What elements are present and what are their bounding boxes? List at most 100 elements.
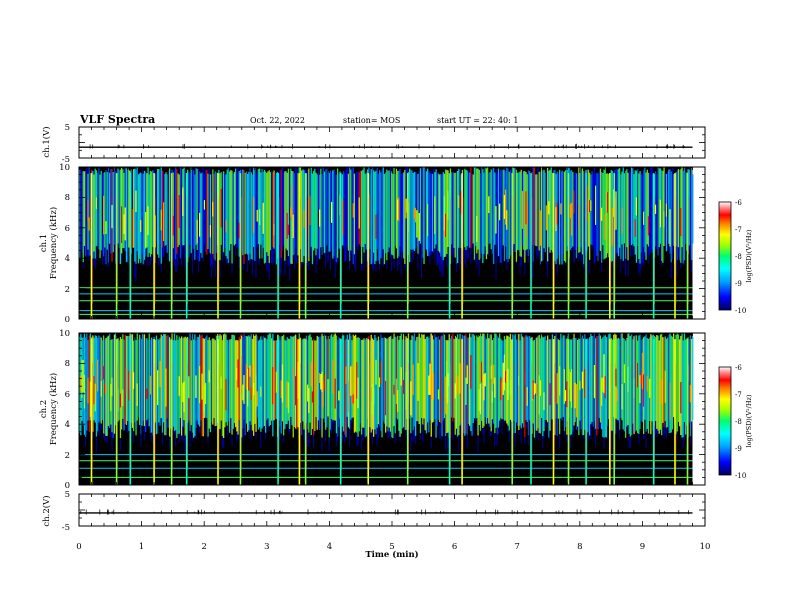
spectrogram-fringe (327, 260, 329, 264)
spectrogram-fringe (83, 246, 85, 249)
spectrogram-fringe (421, 262, 423, 278)
spectrogram-column (472, 334, 474, 423)
spectrogram-column (115, 333, 117, 426)
spectrogram-fringe (527, 435, 529, 446)
spectrogram-hotspot (503, 354, 506, 391)
spectrogram-hotspot (178, 195, 180, 228)
spectrogram-column (145, 338, 147, 433)
spectrogram-fringe (551, 252, 553, 269)
spectrogram-hotspot (493, 364, 495, 384)
spectrogram-column (268, 170, 270, 263)
spectrogram-column (226, 169, 228, 259)
ch1-spectrogram-ticks (78, 166, 706, 320)
spectrogram-column (497, 168, 500, 257)
spectrogram-fringe (501, 419, 503, 434)
ch1-spectrogram-image (79, 167, 705, 319)
spectrogram-hotspot (242, 384, 244, 401)
spectrogram-column (256, 171, 258, 245)
spectrogram-column (491, 167, 494, 254)
spectrogram-fringe (85, 436, 87, 447)
spectrogram-column (242, 169, 244, 256)
spectrogram-hotspot (604, 376, 606, 399)
spectrogram-column (501, 169, 503, 250)
spectrogram-column (692, 174, 694, 244)
spectrogram-fringe (643, 247, 645, 265)
spectrogram-column (416, 173, 418, 246)
spectrogram-hotspot (639, 375, 641, 403)
cb2-tick-minus8: -8 (735, 418, 742, 426)
spectrogram-hotspot (532, 380, 534, 400)
spectrogram-hotspot (507, 368, 509, 400)
spectrogram-column (565, 339, 567, 428)
spectrogram-fringe (391, 254, 393, 271)
spectrogram-hotspot (247, 368, 249, 407)
spectrogram-column (302, 339, 304, 422)
spectrogram-column (271, 170, 273, 263)
spectrogram-column (665, 338, 668, 428)
spectrogram-column (344, 173, 346, 262)
spectrogram-fringe (179, 418, 181, 430)
spectrogram-fringe (313, 435, 315, 449)
spectrogram-column (317, 336, 320, 421)
spectrogram-column (88, 335, 90, 432)
spectrogram-column (285, 340, 287, 425)
spectrogram-column (374, 334, 376, 430)
spectrogram-column (89, 333, 92, 421)
spectrogram-fringe (579, 420, 581, 430)
spectrogram-hotspot (121, 206, 123, 244)
spectrogram-fringe (249, 253, 251, 265)
spectrogram-fringe (285, 424, 287, 425)
spectrogram-column (335, 335, 338, 434)
spectrogram-hotspot (539, 210, 542, 246)
spectrogram-column (230, 170, 232, 245)
spectrogram-hotspot (287, 224, 290, 235)
spectrogram-column (435, 169, 437, 245)
spectrogram-column (428, 170, 430, 257)
spectrogram-fringe (661, 261, 663, 267)
spectrogram-column (224, 173, 226, 249)
spectrogram-fringe (82, 262, 84, 269)
spectrogram-column (430, 171, 432, 255)
spectrogram-fringe (490, 431, 492, 436)
spectrogram-column (292, 171, 294, 256)
spectrogram-column (589, 337, 591, 436)
spectrogram-column (193, 339, 195, 438)
spectrogram-fringe (227, 263, 229, 264)
spectrogram-fringe (221, 436, 223, 448)
spectrogram-column (517, 334, 519, 427)
spectrogram-column (661, 170, 663, 262)
spectrogram-column (213, 338, 215, 418)
ch1-freq-tick-labels: 0 2 4 6 8 10 (59, 163, 70, 325)
spectrogram-column (437, 173, 440, 251)
spectrogram-hotspot (483, 374, 485, 401)
spectrogram-column (395, 337, 398, 418)
spectrogram-column (622, 338, 624, 430)
spectrogram-fringe (363, 252, 365, 271)
spectrogram-column (677, 169, 680, 248)
spectrogram-column (279, 340, 281, 427)
spectrogram-column (475, 167, 477, 247)
spectrogram-hotspot (569, 372, 572, 402)
time-tick-10: 10 (700, 542, 711, 552)
spectrogram-column (149, 171, 152, 257)
spectrogram-column (215, 172, 218, 253)
spectrogram-column (598, 170, 600, 251)
spectrogram-column (124, 334, 126, 424)
spectrogram-column (250, 172, 252, 260)
spectrogram-hotspot (634, 219, 636, 237)
spectrogram-fringe (376, 427, 378, 446)
spectrogram-column (280, 169, 282, 258)
spectrogram-column (361, 339, 363, 435)
spectrogram-column (155, 335, 158, 435)
spectrogram-column (139, 334, 141, 425)
spectrogram-fringe (361, 434, 363, 450)
spectrogram-column (262, 335, 264, 427)
spectrogram-hotspot (159, 361, 161, 388)
spectrogram-fringe (610, 261, 612, 269)
spectrogram-fringe (151, 432, 153, 442)
spectrogram-column (403, 172, 405, 259)
spectrogram-column (206, 170, 208, 255)
spectrogram-column (541, 167, 543, 262)
spectrogram-column (260, 336, 262, 432)
spectrogram-fringe (161, 432, 163, 445)
